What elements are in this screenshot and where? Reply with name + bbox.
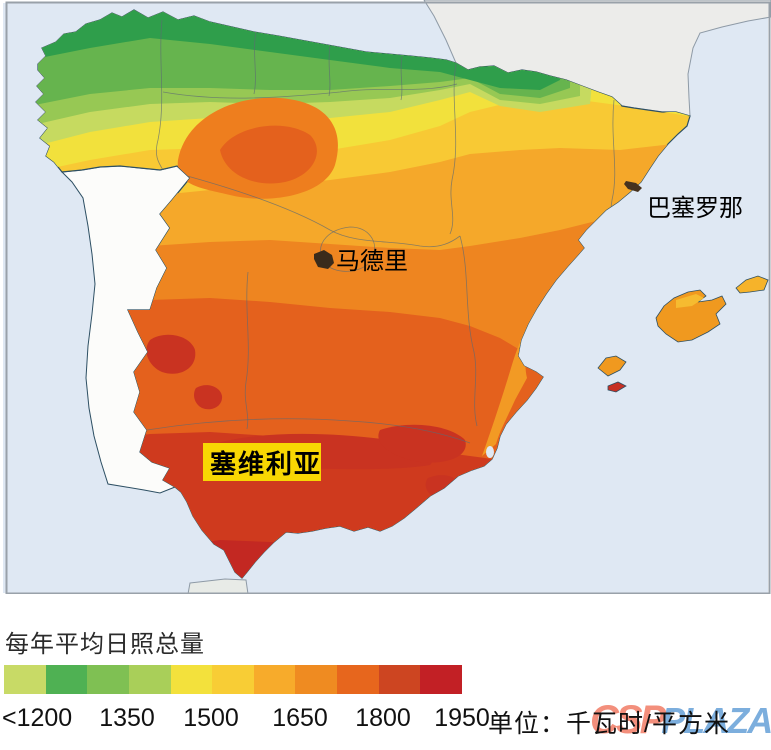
mar-menor <box>486 446 494 458</box>
legend-tick: <1200 <box>2 704 73 732</box>
unit-label: 单位：千瓦时/平方米 <box>488 710 730 738</box>
sevilla-highlight <box>203 443 321 481</box>
legend-title: 每年平均日照总量 <box>5 631 205 658</box>
barcelona-marker <box>624 181 642 192</box>
madrid-label: 马德里 <box>336 248 408 275</box>
map-frame <box>5 1 771 595</box>
legend-tick: 1350 <box>99 704 155 732</box>
legend-tick: 1650 <box>272 704 328 732</box>
legend-segment <box>4 665 46 694</box>
legend-segment <box>253 665 296 694</box>
barcelona-label: 巴塞罗那 <box>647 195 743 222</box>
legend-segment <box>337 665 379 694</box>
madrid-marker <box>314 250 334 269</box>
legend-segment <box>128 665 171 694</box>
balearic-islands <box>597 275 769 393</box>
watermark-plaza: PLAZA <box>661 700 771 741</box>
legend-tick: 1800 <box>355 704 411 732</box>
legend-segment <box>420 665 463 694</box>
legend-color-bar <box>4 665 463 694</box>
spain-solar-map: 马德里 巴塞罗那 塞维利亚 <box>3 0 771 595</box>
map-svg: 马德里 巴塞罗那 塞维利亚 <box>3 0 771 595</box>
legend-segment <box>45 665 88 694</box>
watermark-csp: CSP <box>590 698 666 742</box>
sevilla-label: 塞维利亚 <box>210 449 322 479</box>
legend-tick: 1500 <box>183 704 239 732</box>
watermark: CSPPLAZA <box>590 698 771 743</box>
legend-segment <box>170 665 213 694</box>
legend-segment <box>378 665 421 694</box>
legend-tick: 1950 <box>434 704 490 732</box>
legend-segment <box>295 665 338 694</box>
legend-segment <box>212 665 254 694</box>
morocco-region <box>187 578 249 595</box>
legend-segment <box>87 665 129 694</box>
